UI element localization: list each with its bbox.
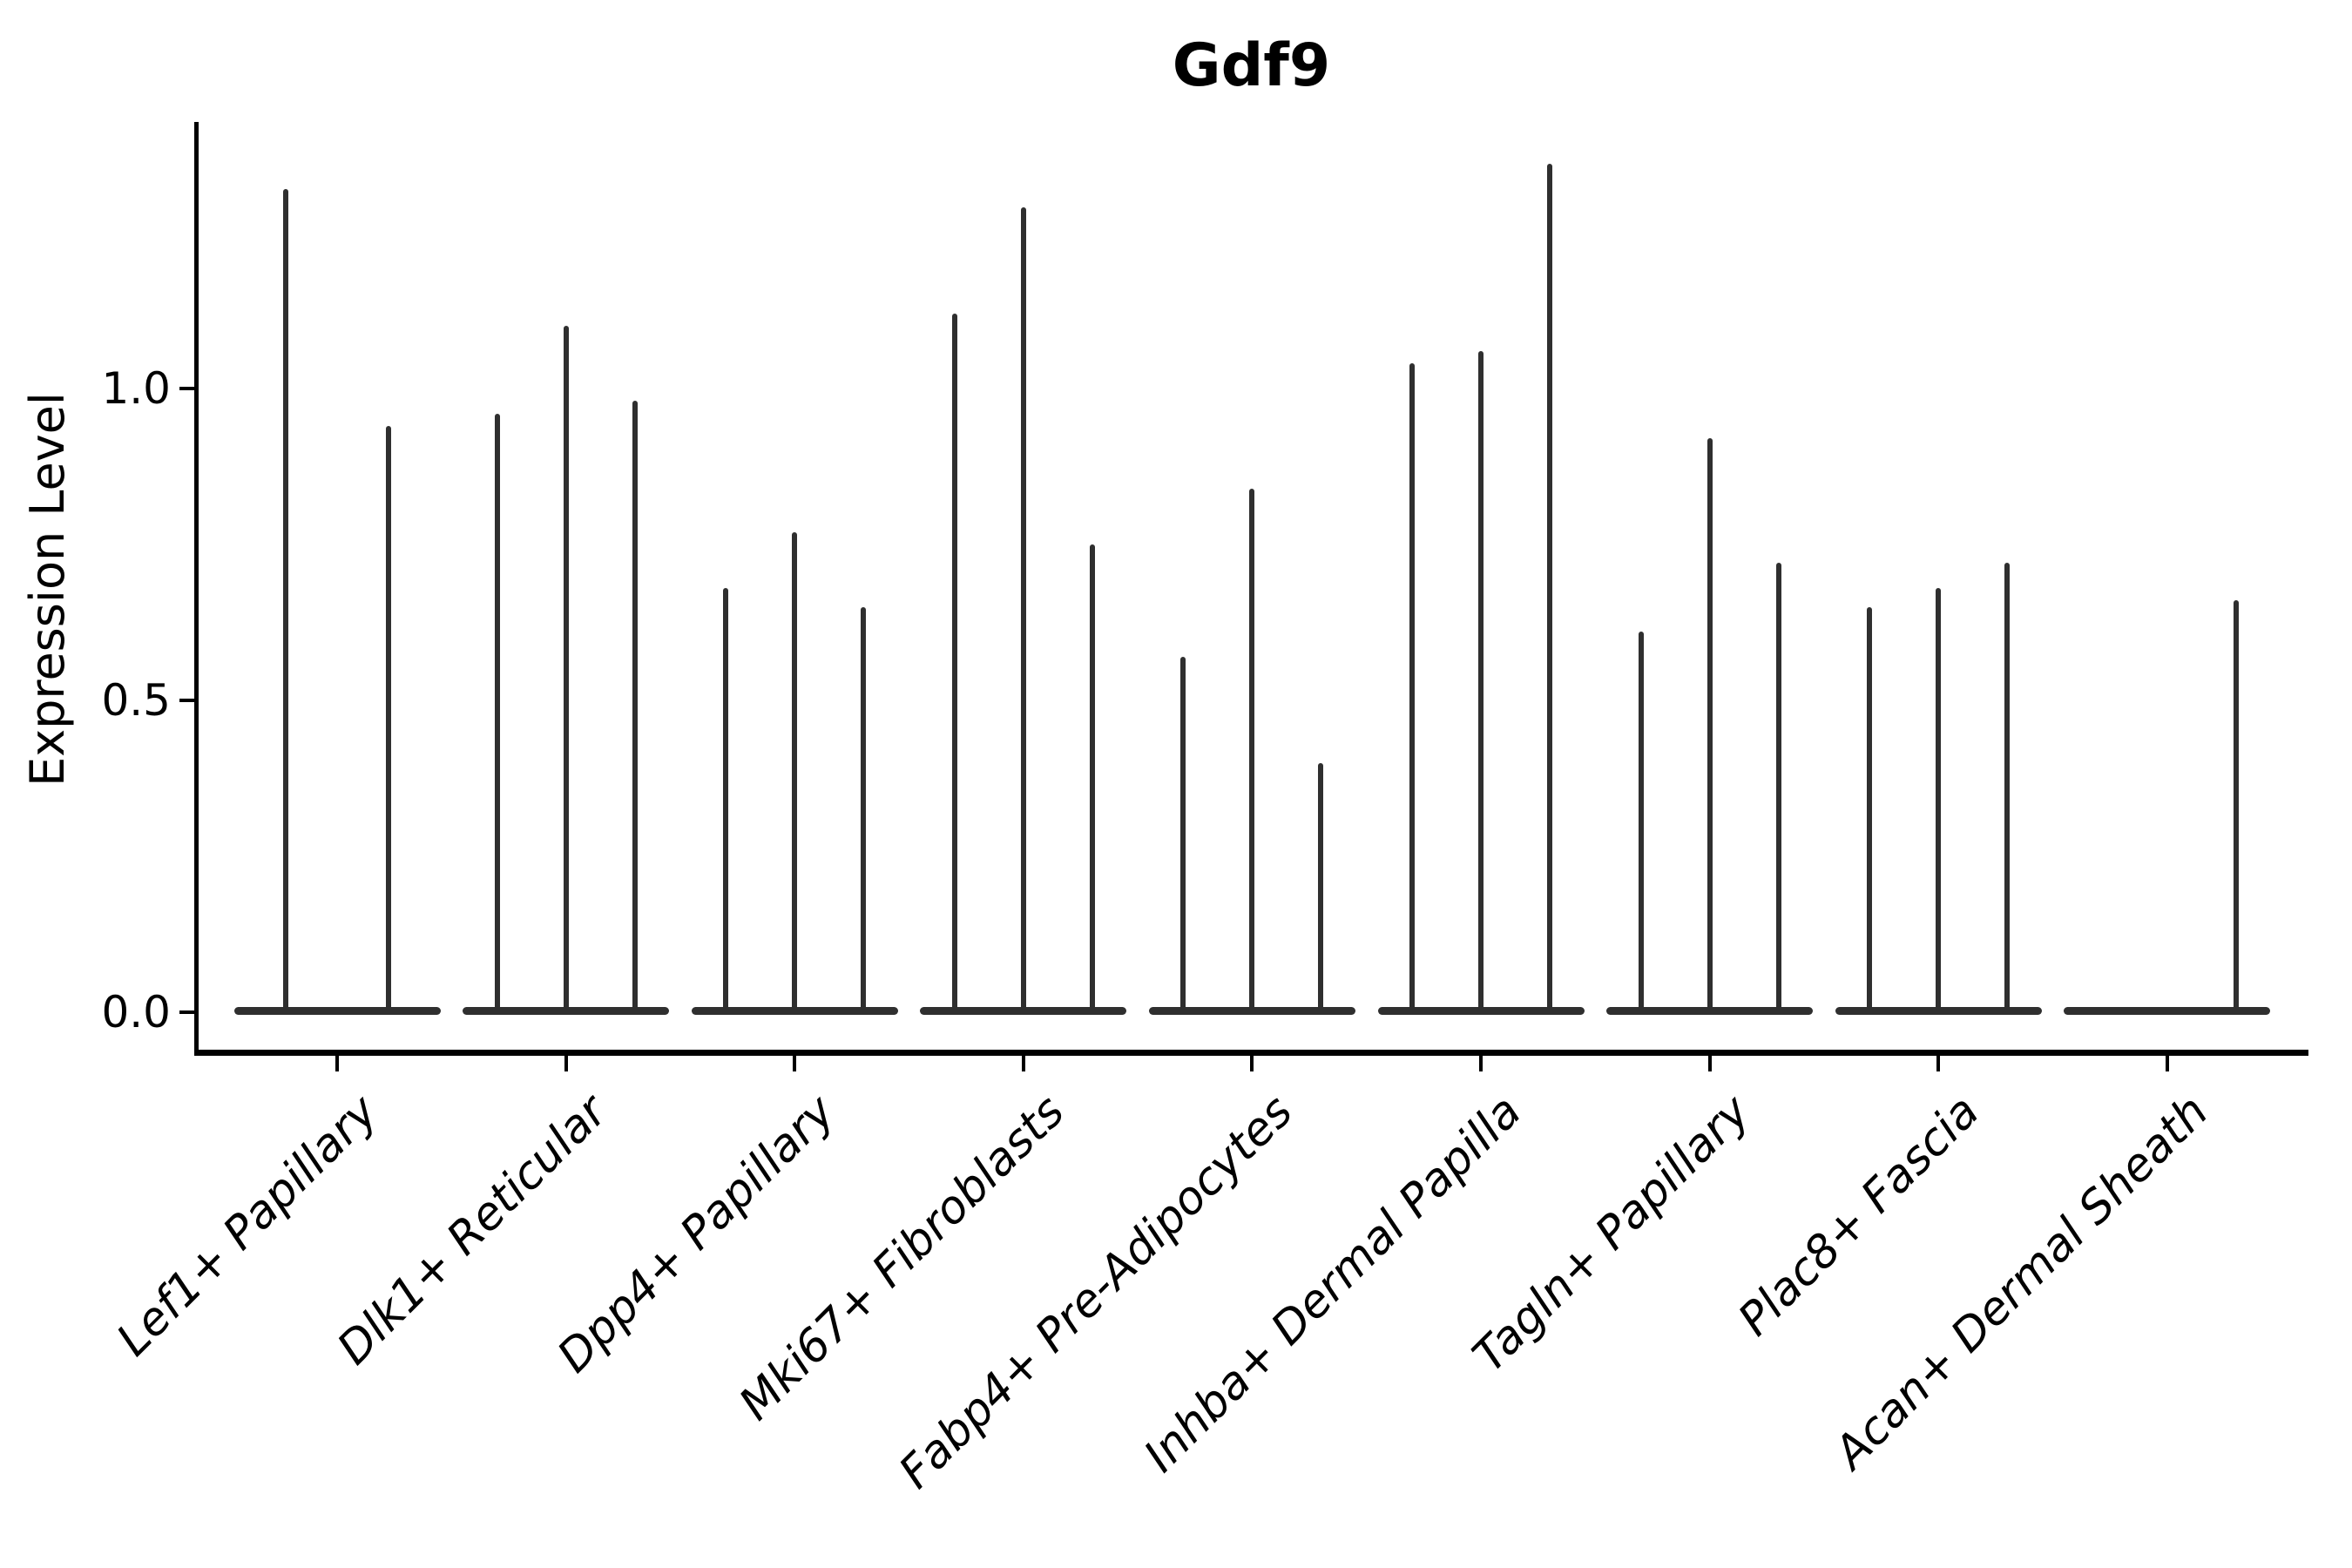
violin-spike — [1775, 563, 1781, 1013]
violin-spike — [494, 413, 500, 1013]
y-tick-label: 0.0 — [101, 987, 171, 1037]
violin-spike — [1318, 762, 1324, 1013]
violin-spike — [1409, 363, 1415, 1013]
violin-spike — [1020, 207, 1026, 1013]
violin-spike — [723, 588, 729, 1013]
x-axis-spine — [194, 1050, 2308, 1056]
violin-spike — [861, 606, 867, 1013]
x-tick — [1936, 1056, 1941, 1071]
x-tick — [1021, 1056, 1025, 1071]
y-axis-label-container: Expression Level — [12, 122, 82, 1056]
violin-spike — [282, 188, 288, 1013]
violin-spike — [792, 531, 798, 1013]
violin-spike — [951, 314, 957, 1013]
x-tick-label: Plac8+ Fascia — [1728, 1085, 1990, 1347]
y-tick — [179, 699, 194, 702]
x-tick — [1707, 1056, 1712, 1071]
violin-spike — [1478, 351, 1484, 1013]
x-tick-label: Fabp4+ Pre-Adipocytes — [889, 1085, 1303, 1499]
violin-base — [233, 1007, 441, 1015]
violin-spike — [2233, 600, 2239, 1013]
x-tick — [1250, 1056, 1254, 1071]
x-tick — [335, 1056, 339, 1071]
x-tick — [1479, 1056, 1483, 1071]
violin-spike — [632, 401, 638, 1013]
violin-spike — [1638, 632, 1644, 1013]
violin-base — [2064, 1007, 2271, 1015]
violin-spike — [1936, 588, 1942, 1013]
violin-spike — [2004, 563, 2011, 1013]
violin-spike — [1180, 656, 1186, 1013]
x-tick-label: Inhba+ Dermal Papilla — [1134, 1085, 1532, 1483]
y-tick-label: 1.0 — [101, 363, 171, 414]
x-tick-label: Acan+ Dermal Sheath — [1824, 1085, 2219, 1479]
y-tick — [179, 1010, 194, 1014]
y-axis-spine — [194, 122, 199, 1056]
violin-spike — [1249, 488, 1255, 1013]
violin-spike — [563, 326, 569, 1013]
violin-spike — [1707, 438, 1713, 1013]
plot-title: Gdf9 — [1172, 30, 1331, 100]
x-tick — [2165, 1056, 2169, 1071]
x-tick — [564, 1056, 568, 1071]
y-tick — [179, 387, 194, 390]
violin-spike — [1867, 606, 1873, 1013]
violin-spike — [1089, 544, 1095, 1013]
violin-spike — [1547, 164, 1552, 1013]
violin-spike — [386, 425, 392, 1013]
x-tick — [793, 1056, 797, 1071]
y-tick-label: 0.5 — [101, 675, 171, 726]
